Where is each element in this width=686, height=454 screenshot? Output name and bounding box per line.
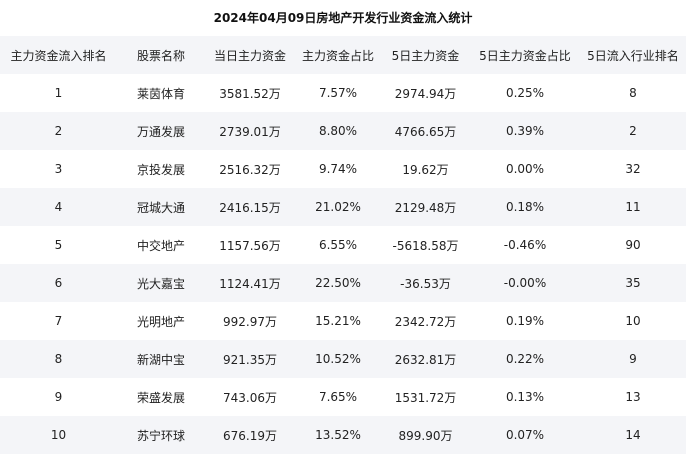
5day-main-fund-cell: 4766.65万 bbox=[394, 124, 457, 139]
rank-cell: 9 bbox=[54, 390, 63, 404]
5day-main-fund-ratio-cell: 0.07% bbox=[505, 428, 545, 442]
header-5day-industry-rank: 5日流入行业排名 bbox=[587, 48, 679, 63]
table-row: 2 万通发展 2739.01万 8.80% 4766.65万 0.39% 2 bbox=[0, 112, 686, 150]
header-daily-main-fund: 当日主力资金 bbox=[213, 48, 286, 63]
5day-main-fund-ratio-cell: 0.22% bbox=[505, 352, 545, 366]
5day-main-fund-ratio-cell: 0.25% bbox=[505, 86, 545, 100]
daily-main-fund-cell: 2516.32万 bbox=[219, 162, 281, 177]
rank-cell: 5 bbox=[54, 238, 63, 252]
rank-cell: 3 bbox=[54, 162, 63, 176]
main-fund-ratio-cell: 15.21% bbox=[315, 314, 361, 328]
rank-cell: 7 bbox=[54, 314, 63, 328]
5day-main-fund-cell: -36.53万 bbox=[400, 276, 451, 291]
table-row: 7 光明地产 992.97万 15.21% 2342.72万 0.19% 10 bbox=[0, 302, 686, 340]
5day-main-fund-ratio-cell: 0.39% bbox=[505, 124, 545, 138]
5day-main-fund-ratio-cell: -0.00% bbox=[503, 276, 547, 290]
5day-main-fund-cell: -5618.58万 bbox=[392, 238, 459, 253]
main-fund-ratio-cell: 6.55% bbox=[318, 238, 358, 252]
table-row: 1 莱茵体育 3581.52万 7.57% 2974.94万 0.25% 8 bbox=[0, 74, 686, 112]
stock-name-cell: 荣盛发展 bbox=[136, 390, 185, 405]
table-row: 4 冠城大通 2416.15万 21.02% 2129.48万 0.18% 11 bbox=[0, 188, 686, 226]
table-row: 8 新湖中宝 921.35万 10.52% 2632.81万 0.22% 9 bbox=[0, 340, 686, 378]
main-fund-ratio-cell: 13.52% bbox=[315, 428, 361, 442]
5day-industry-rank-cell: 9 bbox=[629, 352, 637, 366]
header-main-fund-ratio: 主力资金占比 bbox=[301, 48, 374, 63]
5day-main-fund-cell: 2129.48万 bbox=[394, 200, 457, 215]
main-fund-ratio-cell: 22.50% bbox=[315, 276, 361, 290]
fund-flow-table: 主力资金流入排名 股票名称 当日主力资金 主力资金占比 5日主力资金 5日主力资… bbox=[0, 36, 686, 454]
5day-industry-rank-cell: 8 bbox=[629, 86, 637, 100]
header-stock-name: 股票名称 bbox=[136, 48, 185, 63]
5day-industry-rank-cell: 11 bbox=[625, 200, 641, 214]
5day-main-fund-ratio-cell: 0.00% bbox=[505, 162, 545, 176]
stock-name-cell: 光大嘉宝 bbox=[136, 276, 185, 291]
table-header: 主力资金流入排名 股票名称 当日主力资金 主力资金占比 5日主力资金 5日主力资… bbox=[0, 36, 686, 74]
5day-main-fund-cell: 2632.81万 bbox=[394, 352, 457, 367]
5day-industry-rank-cell: 35 bbox=[625, 276, 641, 290]
5day-main-fund-cell: 19.62万 bbox=[402, 162, 449, 177]
daily-main-fund-cell: 2416.15万 bbox=[219, 200, 281, 215]
5day-main-fund-cell: 1531.72万 bbox=[394, 390, 457, 405]
table-title: 2024年04月09日房地产开发行业资金流入统计 bbox=[213, 11, 473, 25]
5day-main-fund-cell: 2342.72万 bbox=[394, 314, 457, 329]
daily-main-fund-cell: 2739.01万 bbox=[219, 124, 281, 139]
5day-main-fund-cell: 2974.94万 bbox=[394, 86, 457, 101]
5day-industry-rank-cell: 14 bbox=[625, 428, 641, 442]
5day-main-fund-ratio-cell: 0.18% bbox=[505, 200, 545, 214]
daily-main-fund-cell: 676.19万 bbox=[223, 428, 277, 443]
stock-name-cell: 冠城大通 bbox=[136, 200, 185, 215]
stock-name-cell: 京投发展 bbox=[136, 162, 185, 177]
stock-name-cell: 苏宁环球 bbox=[136, 428, 185, 443]
rank-cell: 4 bbox=[54, 200, 63, 214]
main-fund-ratio-cell: 7.65% bbox=[318, 390, 358, 404]
stock-name-cell: 莱茵体育 bbox=[136, 86, 185, 101]
table-row: 10 苏宁环球 676.19万 13.52% 899.90万 0.07% 14 bbox=[0, 416, 686, 454]
table-body: 1 莱茵体育 3581.52万 7.57% 2974.94万 0.25% 8 2 万通发展 273… bbox=[0, 74, 686, 454]
stock-name-cell: 新湖中宝 bbox=[136, 352, 185, 367]
rank-cell: 10 bbox=[50, 428, 67, 442]
table-row: 3 京投发展 2516.32万 9.74% 19.62万 0.00% 32 bbox=[0, 150, 686, 188]
5day-main-fund-ratio-cell: -0.46% bbox=[503, 238, 547, 252]
5day-industry-rank-cell: 13 bbox=[625, 390, 641, 404]
header-5day-main-fund-ratio: 5日主力资金占比 bbox=[479, 48, 571, 63]
5day-main-fund-ratio-cell: 0.13% bbox=[505, 390, 545, 404]
5day-industry-rank-cell: 2 bbox=[629, 124, 637, 138]
rank-cell: 1 bbox=[54, 86, 63, 100]
daily-main-fund-cell: 743.06万 bbox=[223, 390, 277, 405]
header-5day-main-fund: 5日主力资金 bbox=[391, 48, 460, 63]
5day-industry-rank-cell: 90 bbox=[625, 238, 641, 252]
rank-cell: 2 bbox=[54, 124, 63, 138]
header-rank: 主力资金流入排名 bbox=[10, 48, 107, 63]
daily-main-fund-cell: 3581.52万 bbox=[219, 86, 281, 101]
stock-name-cell: 万通发展 bbox=[136, 124, 185, 139]
rank-cell: 6 bbox=[54, 276, 63, 290]
daily-main-fund-cell: 921.35万 bbox=[223, 352, 277, 367]
table-row: 6 光大嘉宝 1124.41万 22.50% -36.53万 -0.00% 35 bbox=[0, 264, 686, 302]
table-row: 5 中交地产 1157.56万 6.55% -5618.58万 -0.46% 90 bbox=[0, 226, 686, 264]
daily-main-fund-cell: 1157.56万 bbox=[219, 238, 281, 253]
main-fund-ratio-cell: 7.57% bbox=[318, 86, 358, 100]
main-fund-ratio-cell: 9.74% bbox=[318, 162, 358, 176]
header-row: 主力资金流入排名 股票名称 当日主力资金 主力资金占比 5日主力资金 5日主力资… bbox=[0, 36, 686, 74]
5day-main-fund-cell: 899.90万 bbox=[398, 428, 453, 443]
daily-main-fund-cell: 1124.41万 bbox=[219, 276, 281, 291]
table-row: 9 荣盛发展 743.06万 7.65% 1531.72万 0.13% 13 bbox=[0, 378, 686, 416]
main-fund-ratio-cell: 21.02% bbox=[315, 200, 361, 214]
main-fund-ratio-cell: 8.80% bbox=[318, 124, 358, 138]
5day-industry-rank-cell: 10 bbox=[625, 314, 641, 328]
stock-name-cell: 光明地产 bbox=[136, 314, 185, 329]
5day-industry-rank-cell: 32 bbox=[625, 162, 641, 176]
5day-main-fund-ratio-cell: 0.19% bbox=[505, 314, 545, 328]
rank-cell: 8 bbox=[54, 352, 63, 366]
daily-main-fund-cell: 992.97万 bbox=[223, 314, 277, 329]
main-fund-ratio-cell: 10.52% bbox=[315, 352, 361, 366]
stock-name-cell: 中交地产 bbox=[136, 238, 185, 253]
